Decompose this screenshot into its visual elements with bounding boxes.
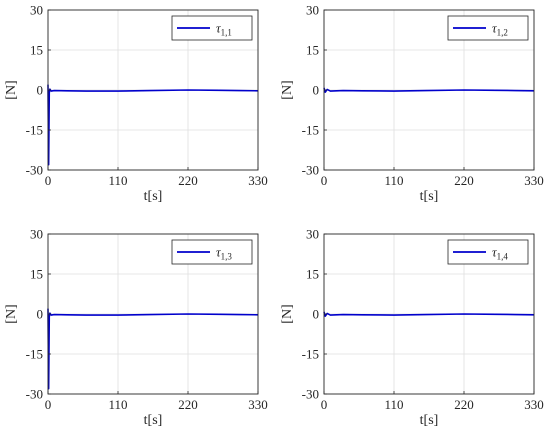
x-tick-label: 0 <box>45 173 52 188</box>
x-tick-label: 0 <box>45 397 52 412</box>
y-tick-label: -15 <box>302 347 319 362</box>
legend-subscript: 1,4 <box>497 252 509 262</box>
legend-label: τ1,4 <box>492 245 508 262</box>
subplot-3: 0 110 220 330 30 15 0 -15 -30 t[s] [N] τ1,3 <box>4 227 268 429</box>
x-axis-label: t[s] <box>420 189 439 204</box>
y-axis-label: [N] <box>280 80 295 99</box>
legend-symbol: τ <box>492 245 498 260</box>
x-tick-label: 110 <box>384 173 403 188</box>
y-axis-label: [N] <box>4 304 19 323</box>
y-tick-label: -15 <box>26 347 43 362</box>
x-tick-label: 110 <box>384 397 403 412</box>
legend-label: τ1,3 <box>216 245 232 262</box>
y-tick-label: 15 <box>306 43 319 58</box>
legend: τ1,4 <box>447 239 529 265</box>
y-tick-label: 30 <box>30 3 43 18</box>
y-tick-label: 15 <box>30 267 43 282</box>
y-tick-label: -30 <box>302 163 319 178</box>
y-tick-label: 15 <box>306 267 319 282</box>
y-tick-label: 0 <box>313 307 320 322</box>
x-tick-label: 220 <box>178 397 198 412</box>
y-tick-label: 0 <box>313 83 320 98</box>
y-tick-label: -30 <box>302 387 319 402</box>
legend: τ1,3 <box>171 239 253 265</box>
legend-symbol: τ <box>216 21 222 36</box>
x-axis-label: t[s] <box>144 189 163 204</box>
y-tick-label: 15 <box>30 43 43 58</box>
subplot-2: 0 110 220 330 30 15 0 -15 -30 t[s] [N] τ1,2 <box>280 3 544 205</box>
x-tick-label: 220 <box>454 397 474 412</box>
y-tick-label: 30 <box>30 227 43 242</box>
y-axis-label: [N] <box>4 80 19 99</box>
legend-subscript: 1,2 <box>497 28 508 38</box>
series-line-1 <box>47 84 259 166</box>
y-tick-label: -30 <box>26 387 43 402</box>
legend-label: τ1,1 <box>216 21 232 38</box>
subplot-4: 0 110 220 330 30 15 0 -15 -30 t[s] [N] τ1,4 <box>280 227 544 429</box>
x-tick-label: 0 <box>321 173 328 188</box>
legend-subscript: 1,1 <box>221 28 232 38</box>
x-tick-label: 330 <box>248 173 268 188</box>
legend-subscript: 1,3 <box>221 252 233 262</box>
subplot-1: 0 110 220 330 30 15 0 -15 -30 t[s] [N] τ1,1 <box>4 3 268 205</box>
y-tick-label: 0 <box>37 307 44 322</box>
legend-label: τ1,2 <box>492 21 508 38</box>
x-tick-label: 330 <box>524 173 544 188</box>
y-tick-label: -15 <box>26 123 43 138</box>
x-tick-label: 110 <box>108 397 127 412</box>
x-tick-label: 330 <box>524 397 544 412</box>
x-tick-label: 110 <box>108 173 127 188</box>
legend-symbol: τ <box>216 245 222 260</box>
y-tick-label: 0 <box>37 83 44 98</box>
x-tick-label: 220 <box>178 173 198 188</box>
x-tick-label: 330 <box>248 397 268 412</box>
y-axis-label: [N] <box>280 304 295 323</box>
legend-symbol: τ <box>492 21 498 36</box>
x-tick-label: 220 <box>454 173 474 188</box>
legend: τ1,1 <box>171 15 253 41</box>
y-tick-label: -15 <box>302 123 319 138</box>
y-tick-label: 30 <box>306 3 319 18</box>
x-axis-label: t[s] <box>144 413 163 428</box>
x-tick-label: 0 <box>321 397 328 412</box>
series-line-1 <box>47 308 259 390</box>
y-tick-label: -30 <box>26 163 43 178</box>
x-axis-label: t[s] <box>420 413 439 428</box>
legend: τ1,2 <box>447 15 529 41</box>
y-tick-label: 30 <box>306 227 319 242</box>
